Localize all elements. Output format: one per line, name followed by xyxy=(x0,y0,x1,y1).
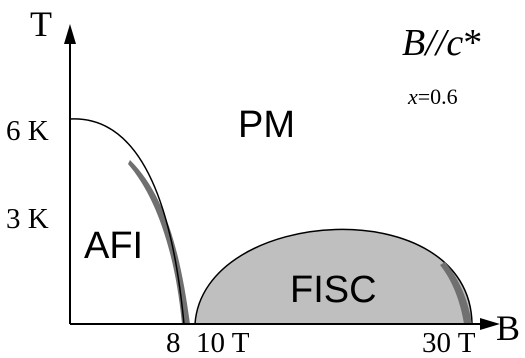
field-direction-c: c xyxy=(446,22,463,64)
fisc-region xyxy=(194,228,473,325)
field-direction-sep: // xyxy=(423,22,450,64)
x-tick-30t: 30 T xyxy=(422,327,476,358)
y-tick-3k: 3 K xyxy=(6,203,49,235)
y-axis-arrow-icon xyxy=(64,24,76,44)
afi-boundary-shade xyxy=(128,160,190,324)
composition-label: x=0.6 xyxy=(407,84,458,109)
y-axis-label: T xyxy=(30,4,52,44)
fisc-boundary-shade xyxy=(440,262,472,324)
x-axis-arrow-icon xyxy=(480,318,500,330)
y-tick-6k: 6 K xyxy=(6,115,49,147)
phase-label-afi: AFI xyxy=(84,225,143,267)
composition-value: =0.6 xyxy=(418,84,458,109)
field-direction-star: * xyxy=(463,22,482,64)
field-direction-b: B xyxy=(402,22,425,64)
x-axis-label: B xyxy=(496,308,520,348)
field-direction-label: B//c* xyxy=(402,22,482,64)
x-tick-10t: 10 T xyxy=(196,327,250,358)
x-tick-8: 8 xyxy=(166,327,181,358)
afi-boundary-line xyxy=(69,118,185,325)
phase-label-pm: PM xyxy=(238,104,295,146)
phase-label-fisc: FISC xyxy=(290,269,377,311)
composition-var: x xyxy=(407,84,418,109)
